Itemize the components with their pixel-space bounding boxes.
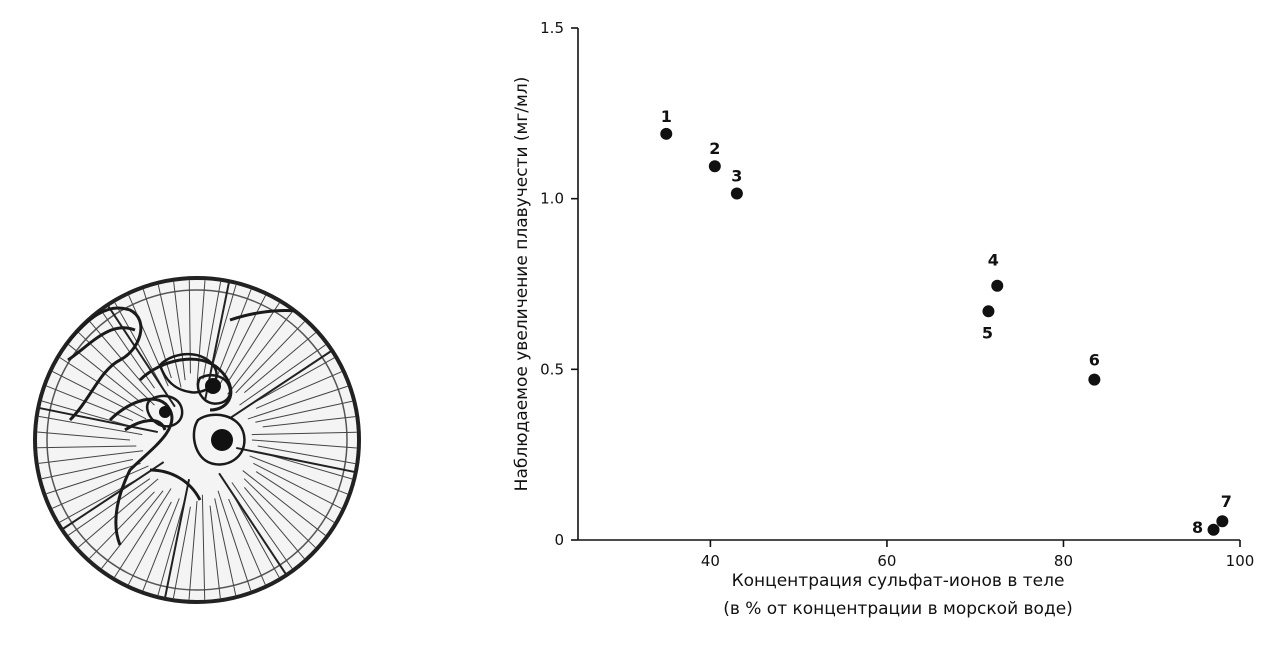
data-point-8 — [1207, 523, 1220, 536]
data-point-label-5: 5 — [982, 323, 993, 342]
x-axis-ticks: 40 60 80 100 — [701, 540, 1254, 570]
data-point-label-1: 1 — [661, 107, 672, 126]
y-tick-label: 0 — [554, 531, 564, 549]
y-axis-title: Наблюдаемое увеличение плавучести (мг/мл… — [512, 77, 532, 492]
y-tick-label: 1.5 — [540, 19, 564, 37]
y-tick-label: 1.0 — [540, 190, 564, 208]
data-point-4 — [991, 279, 1004, 292]
y-axis-ticks: 0 0.5 1.0 1.5 — [540, 19, 578, 549]
data-point-3 — [730, 187, 743, 200]
data-point-label-7: 7 — [1221, 492, 1232, 511]
data-point-label-6: 6 — [1089, 351, 1100, 370]
data-point-label-2: 2 — [709, 139, 720, 158]
x-tick-label: 40 — [701, 552, 720, 570]
x-tick-label: 60 — [877, 552, 896, 570]
data-point-6 — [1088, 373, 1101, 386]
data-point-1 — [660, 127, 673, 140]
x-axis-title-line2: (в % от концентрации в морской воде) — [723, 599, 1073, 619]
x-tick-label: 100 — [1226, 552, 1255, 570]
data-point-label-3: 3 — [731, 167, 742, 186]
data-point-7 — [1216, 515, 1229, 528]
data-point-label-8: 8 — [1192, 518, 1203, 537]
x-axis-title-line1: Концентрация сульфат-ионов в теле — [732, 571, 1065, 591]
y-tick-label: 0.5 — [540, 360, 564, 378]
x-tick-label: 80 — [1054, 552, 1073, 570]
jellyfish-illustration-icon — [33, 276, 361, 604]
data-point-2 — [708, 160, 721, 173]
data-point-5 — [982, 305, 995, 318]
data-point-label-4: 4 — [988, 251, 999, 270]
